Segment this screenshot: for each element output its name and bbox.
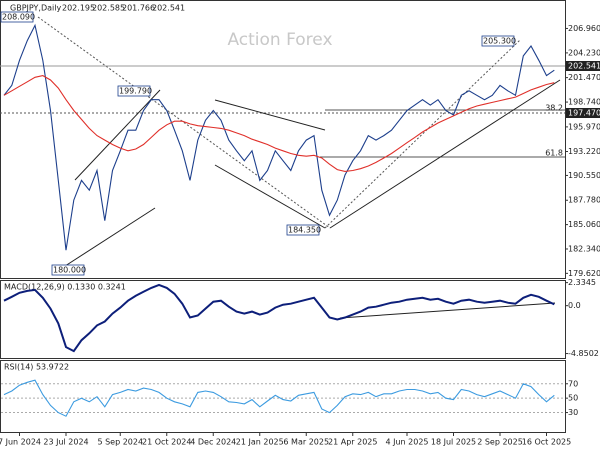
- y-tick-label: 187.780: [568, 196, 600, 205]
- y-tick-label: 190.550: [568, 171, 600, 180]
- fib-label: 61.8: [545, 149, 563, 158]
- y-tick-label: 206.960: [568, 24, 600, 33]
- x-tick-label: 21 Apr 2025: [328, 438, 377, 447]
- label-box: [51, 264, 85, 276]
- series-line: [3, 75, 555, 172]
- y-tick-label: 204.230: [568, 48, 600, 57]
- x-tick-label: 21 Jan 2025: [236, 438, 284, 447]
- rsi-panel: [0, 360, 566, 433]
- x-tick-label: 23 Jul 2024: [43, 438, 88, 447]
- x-tick-label: 6 Mar 2025: [283, 438, 329, 447]
- series-line: [3, 379, 555, 417]
- x-tick-label: 21 Oct 2024: [142, 438, 191, 447]
- macd-panel: [0, 280, 566, 359]
- rsi-title: RSI(14) 53.9722: [4, 363, 69, 372]
- ohlc-high: 202.585: [92, 4, 125, 13]
- annotation: 197.470: [568, 109, 600, 118]
- drawings: [0, 16, 565, 319]
- series-line: [3, 23, 555, 251]
- annotation: 184.350: [288, 226, 321, 235]
- y-tick-label: 195.970: [568, 122, 600, 131]
- price-panel: [0, 0, 566, 279]
- label-box: [0, 11, 34, 23]
- ohlc-open: 202.195: [62, 4, 95, 13]
- channel-line: [214, 99, 326, 131]
- dashed-trend: [37, 16, 331, 229]
- y-tick-label: 182.340: [568, 244, 600, 253]
- channel-line: [74, 89, 161, 181]
- series-line: [3, 283, 555, 353]
- watermark: Action Forex: [227, 30, 332, 50]
- x-tick-label: 2 Sep 2025: [477, 438, 523, 447]
- label-box: [481, 35, 515, 47]
- x-tick-label: 4 Dec 2024: [190, 438, 236, 447]
- annotation: 202.541: [568, 62, 600, 71]
- ohlc-close: 202.541: [152, 4, 185, 13]
- y-tick-label: 193.220: [568, 147, 600, 156]
- channel-line: [214, 164, 326, 229]
- annotation: 199.790: [119, 87, 152, 96]
- ohlc-low: 201.766: [122, 4, 155, 13]
- dashed-trend: [324, 39, 521, 229]
- y-tick-label: 70: [568, 379, 578, 388]
- fib-label: 38.2: [545, 104, 563, 113]
- annotation: 205.300: [483, 37, 516, 46]
- y-tick-label: 2.3345: [568, 278, 596, 287]
- x-tick-label: 16 Oct 2025: [522, 438, 571, 447]
- title-bar: GBPJPY,Daily 202.195 202.585 201.766 202…: [10, 4, 185, 13]
- x-tick-label: 7 Jun 2024: [0, 438, 41, 447]
- y-tick-label: 50: [568, 394, 578, 403]
- annotation: 180.000: [53, 266, 86, 275]
- label-box: [286, 224, 320, 236]
- x-tick-label: 4 Jun 2025: [385, 438, 428, 447]
- channel-line: [61, 207, 156, 269]
- y-tick-label: -4.8502: [568, 349, 599, 358]
- y-tick-label: 30: [568, 408, 578, 417]
- support-box: [566, 108, 600, 118]
- x-tick-label: 5 Sep 2024: [97, 438, 143, 447]
- y-tick-label: 179.620: [568, 269, 600, 278]
- x-tick-label: 18 Jul 2025: [431, 438, 476, 447]
- annotation: 208.090: [2, 13, 35, 22]
- y-tick-label: 0.0: [568, 301, 581, 310]
- annotations: 208.090 199.790 180.000 184.350 205.300 …: [0, 11, 600, 276]
- y-tick-label: 198.740: [568, 98, 600, 107]
- uptrend-line: [329, 79, 561, 229]
- label-box: [117, 85, 151, 97]
- macd-title: MACD(12,26,9) 0.1330 0.3241: [4, 283, 126, 292]
- y-tick-label: 185.060: [568, 220, 600, 229]
- chart-title: GBPJPY,Daily: [10, 4, 61, 13]
- y-tick-label: 201.470: [568, 73, 600, 82]
- macd-trend: [339, 302, 556, 319]
- last-price-box: [566, 61, 600, 71]
